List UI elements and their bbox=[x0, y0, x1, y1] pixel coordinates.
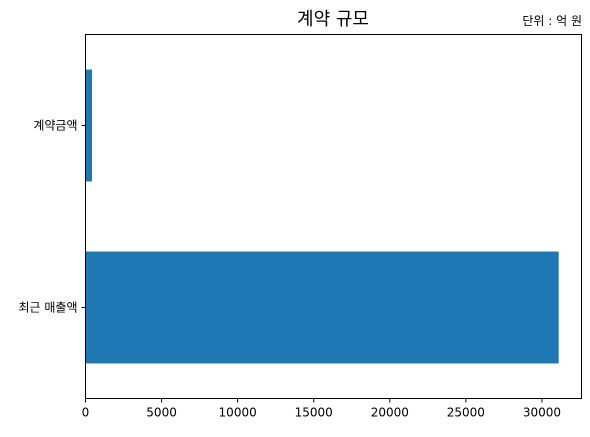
bars-group bbox=[85, 69, 559, 364]
x-tick-label: 25000 bbox=[447, 406, 485, 420]
x-tick-label: 15000 bbox=[295, 406, 333, 420]
bar-1 bbox=[85, 69, 93, 182]
x-tick-label: 20000 bbox=[371, 406, 409, 420]
y-tick-label: 계약금액 bbox=[33, 118, 77, 133]
chart-title: 계약 규모 bbox=[297, 9, 369, 30]
y-tick-label: 최근 매출액 bbox=[18, 301, 77, 315]
x-tick-label: 0 bbox=[82, 406, 90, 420]
unit-label: 단위 : 억 원 bbox=[522, 14, 582, 28]
x-tick-label: 10000 bbox=[219, 406, 257, 420]
bar-2 bbox=[85, 251, 559, 364]
plot-frame bbox=[85, 34, 582, 399]
x-tick-label: 5000 bbox=[146, 406, 177, 420]
x-axis-ticks: 0 5000 10000 15000 20000 25000 30000 bbox=[82, 398, 561, 420]
x-tick-label: 30000 bbox=[523, 406, 561, 420]
